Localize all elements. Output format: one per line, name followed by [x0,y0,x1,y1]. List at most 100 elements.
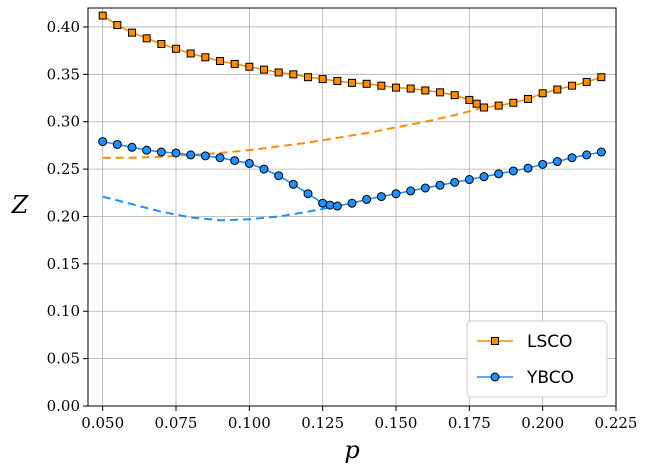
x-tick-label: 0.200 [521,414,564,432]
data-point [288,179,298,189]
data-point [274,68,283,77]
data-point [436,88,444,97]
data-point [186,150,196,160]
y-tick-label: 0.05 [47,350,80,368]
legend-item-ybco: YBCO [477,368,574,388]
y-tick-label: 0.25 [47,160,80,178]
data-point [259,164,269,174]
y-tick-label: 0.10 [47,302,80,320]
x-tick-label: 0.150 [375,414,418,432]
y-tick-label: 0.15 [47,255,80,273]
data-point [597,73,606,82]
data-point [215,153,225,163]
data-point [376,192,386,202]
data-point [172,44,180,53]
data-point [494,169,504,179]
data-point [596,147,606,157]
data-point [406,84,415,93]
data-point [582,77,591,86]
data-point [552,157,562,167]
data-point [333,76,342,85]
data-point [377,81,386,90]
y-tick-label: 0.35 [47,65,80,83]
data-point [420,183,430,193]
data-point [421,86,430,95]
data-point [318,75,327,84]
data-point [98,11,107,20]
data-point [200,151,210,161]
y-tick-label: 0.40 [47,18,80,36]
data-point [348,78,356,87]
data-point [245,62,254,71]
data-point [347,198,357,208]
data-point [230,59,239,68]
data-point [230,156,240,166]
data-point [465,95,474,104]
y-tick-label: 0.00 [47,397,80,415]
data-point [157,40,166,49]
series-line [102,14,602,109]
legend-box [466,320,608,398]
x-tick-label: 0.125 [301,414,344,432]
data-point [450,177,460,187]
series-lsco [98,11,606,112]
data-point [472,99,481,108]
data-point [171,148,181,158]
data-point [142,145,152,155]
plot-frame [87,7,617,407]
data-point [289,70,298,79]
data-point [318,198,328,208]
x-tick-label: 0.075 [155,414,198,432]
dashed-curves [102,106,485,222]
y-tick-label: 0.30 [47,113,80,131]
x-tick-label: 0.225 [595,414,638,432]
data-point [274,171,284,181]
data-point [568,81,576,90]
x-tick-label: 0.100 [228,414,271,432]
legend-label: YBCO [526,368,574,388]
data-point [582,150,592,160]
data-point [362,79,371,88]
legend-label: LSCO [527,332,573,352]
data-point [480,103,488,112]
legend-item-lsco: LSCO [477,332,573,352]
legend-marker [491,337,499,345]
data-point [392,83,400,92]
data-point [523,163,533,173]
data-point [538,89,547,98]
data-point [435,180,445,190]
y-tick-label: 0.20 [47,207,80,225]
data-point [127,142,137,152]
data-point [362,194,372,204]
series-ybco [98,137,606,211]
data-point [553,85,562,94]
data-point [260,65,268,74]
data-point [244,158,254,168]
data-point [128,28,136,37]
data-point [406,186,416,196]
data-point [142,34,151,43]
legend-marker [490,372,500,382]
data-point [524,94,532,103]
data-point [508,166,518,176]
data-point [464,175,474,185]
dashed-curve [102,195,338,222]
data-point [567,153,577,163]
y-axis-label: Z [11,191,30,219]
axis-ticks: 0.050 0.075 0.100 0.125 0.150 0.175 0.200 0.225… [47,18,638,432]
data-point [332,201,342,211]
data-point [304,73,312,82]
data-point [509,98,518,107]
data-point [538,159,548,169]
data-point [98,137,108,147]
series-group [98,11,606,211]
data-point [186,49,195,58]
data-point [216,57,224,66]
data-point [112,139,122,149]
x-axis-label: p [344,436,359,464]
data-point [450,91,459,100]
data-point [156,147,166,157]
data-point [479,172,489,182]
x-tick-label: 0.175 [448,414,491,432]
